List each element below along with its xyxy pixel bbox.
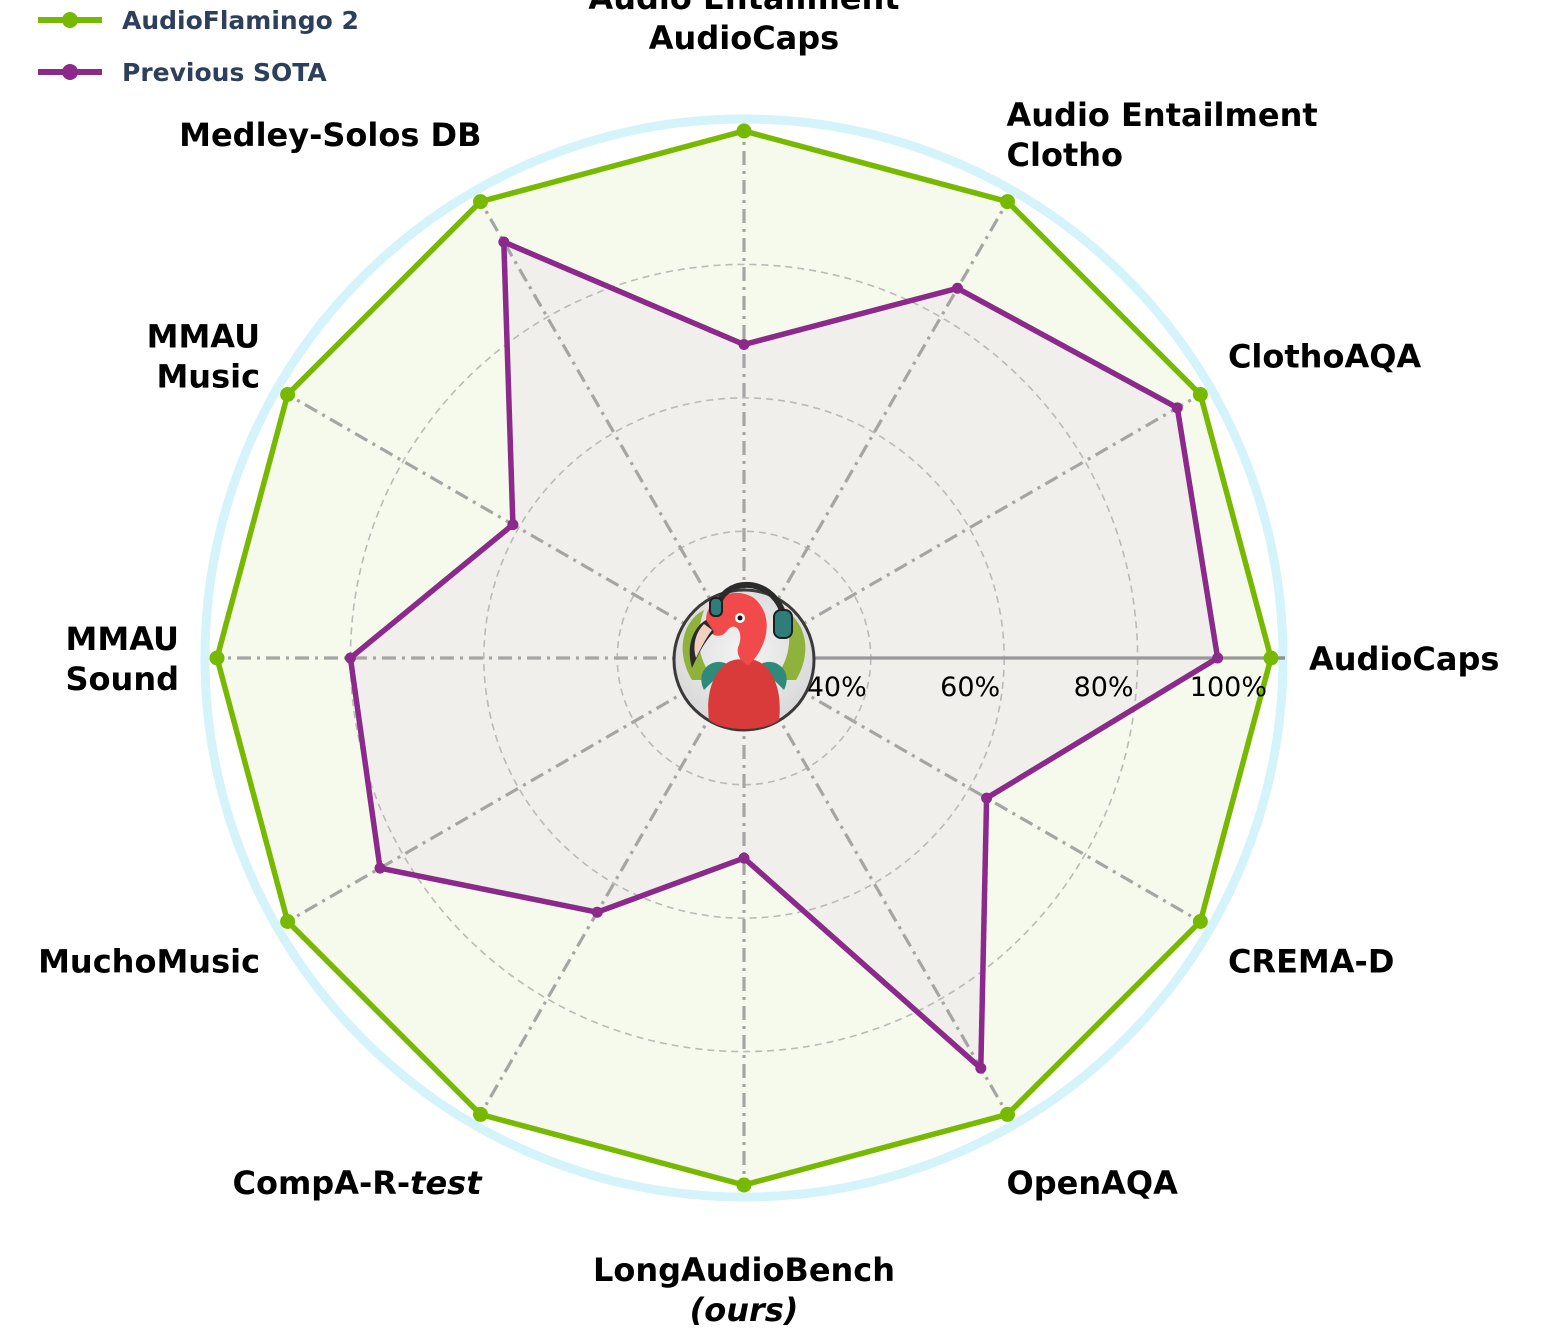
series-point bbox=[738, 852, 750, 864]
legend: AudioFlamingo 2 Previous SOTA bbox=[38, 6, 359, 87]
radial-tick-label: 100% bbox=[1190, 672, 1267, 703]
axis-spoke bbox=[743, 656, 1202, 923]
category-label: MMAU Music bbox=[147, 318, 260, 396]
category-label: Audio Entailment Clotho bbox=[1007, 96, 1318, 174]
series-point bbox=[591, 906, 603, 918]
category-label: Medley-Solos DB bbox=[179, 116, 481, 154]
radial-tick-label: 40% bbox=[807, 672, 867, 703]
series-point bbox=[498, 236, 510, 248]
series-point bbox=[1263, 650, 1279, 666]
axis-spoke bbox=[743, 393, 1202, 660]
category-label: OpenAQA bbox=[1007, 1164, 1179, 1202]
series-point bbox=[374, 862, 386, 874]
category-label: AudioCaps bbox=[1309, 640, 1499, 678]
series-point bbox=[1000, 194, 1015, 210]
series-point bbox=[975, 1062, 987, 1074]
legend-marker bbox=[62, 12, 78, 28]
series-point bbox=[344, 652, 356, 664]
series-point bbox=[1192, 387, 1208, 402]
series-point bbox=[736, 1177, 752, 1193]
axis-spoke bbox=[479, 657, 746, 1116]
series-point bbox=[1212, 652, 1224, 664]
series-point bbox=[738, 338, 750, 350]
axis-spoke bbox=[742, 200, 1009, 659]
series-point bbox=[209, 650, 225, 666]
category-label: Audio EntailmentAudioCaps bbox=[588, 0, 899, 57]
category-label: CREMA-D bbox=[1228, 943, 1394, 981]
series-point bbox=[280, 387, 296, 402]
radial-tick-label: 60% bbox=[940, 672, 1000, 703]
category-label: MMAU Sound bbox=[66, 620, 180, 698]
series-point bbox=[1171, 402, 1183, 414]
series-point bbox=[1000, 1106, 1015, 1122]
radial-tick-label: 80% bbox=[1074, 672, 1134, 703]
category-label: CompA-R-test bbox=[232, 1164, 483, 1202]
series-point bbox=[280, 914, 296, 929]
axis-spoke bbox=[286, 656, 745, 923]
category-label: LongAudioBench (ours) bbox=[593, 1251, 895, 1329]
series-point bbox=[981, 792, 993, 804]
legend-label: AudioFlamingo 2 bbox=[122, 6, 359, 35]
legend-marker bbox=[62, 64, 78, 80]
axis-spoke bbox=[479, 200, 746, 659]
series-point bbox=[951, 282, 963, 294]
axis-spoke bbox=[742, 657, 1009, 1116]
series-point bbox=[473, 194, 488, 210]
category-label: MuchoMusic bbox=[38, 943, 260, 981]
legend-label: Previous SOTA bbox=[122, 58, 327, 87]
category-label: ClothoAQA bbox=[1228, 338, 1421, 376]
flamingo-logo-icon bbox=[672, 581, 816, 732]
series-point bbox=[736, 123, 752, 139]
series-point bbox=[507, 519, 519, 531]
series-point bbox=[473, 1106, 488, 1122]
series-point bbox=[1192, 914, 1208, 929]
